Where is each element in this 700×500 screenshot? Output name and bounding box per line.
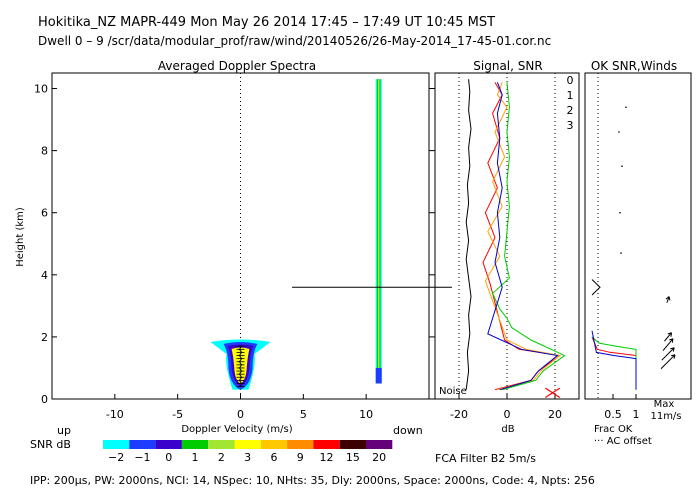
- x-tick-label: 10: [359, 408, 373, 421]
- y-tick-label: 6: [41, 207, 48, 220]
- frac-dot: [625, 106, 627, 108]
- snr-legend-entry: 1: [567, 89, 574, 102]
- colorbar-label: SNR dB: [30, 438, 71, 451]
- wind-arrow-head: [667, 332, 673, 337]
- spectra-panel: 0 2 4 6 8 10 -10 -5 0 5 10: [34, 73, 452, 421]
- wind-arrow: [664, 332, 672, 342]
- clutter-base: [375, 367, 382, 384]
- header-title: Hokitika_NZ MAPR-449 Mon May 26 2014 17:…: [38, 15, 495, 30]
- frac-dot: [619, 211, 621, 214]
- snr-xlabel: dB: [501, 424, 514, 435]
- spectra-ylabel: Height (km): [15, 207, 26, 267]
- snr-legend-entry: 0: [567, 74, 574, 87]
- colorbar-swatch: [260, 440, 288, 449]
- spectra-title: Averaged Doppler Spectra: [158, 59, 316, 73]
- snr-title: Signal, SNR: [473, 59, 542, 73]
- snr-frame: [434, 72, 580, 400]
- centroid-trace: [238, 345, 243, 387]
- colorbar-tick: 3: [244, 451, 251, 464]
- colorbar-tick: 9: [297, 451, 304, 464]
- spectra-down-label: down: [393, 424, 423, 437]
- snr-legend-entry: 2: [567, 104, 574, 117]
- x-tick-label: -10: [106, 408, 124, 421]
- clutter-snr-p2: [377, 79, 380, 384]
- colorbar-tick: 0: [165, 451, 172, 464]
- colorbar-tick: 20: [372, 451, 386, 464]
- colorbar-tick: −2: [108, 451, 124, 464]
- frac-dot: [621, 165, 623, 167]
- y-tick-label: 8: [41, 145, 48, 158]
- colorbar-tick: 2: [218, 451, 225, 464]
- x-tick-label: 5: [300, 408, 307, 421]
- wind-arrow: [666, 296, 670, 303]
- filter-label: FCA Filter B2 5m/s: [435, 452, 536, 465]
- snr-x-tick-label: 20: [548, 408, 562, 421]
- x-tick-label: 0: [237, 408, 244, 421]
- frac-dot: [620, 252, 622, 254]
- colorbar-tick: 15: [346, 451, 360, 464]
- colorbar-tick: 12: [320, 451, 334, 464]
- colorbar-swatch: [313, 440, 340, 449]
- frac-ok-label: Frac OK: [594, 424, 633, 435]
- wind-arrow-head: [670, 354, 676, 359]
- spectra-up-label: up: [57, 424, 71, 437]
- snr-series-line: [482, 82, 562, 391]
- snr-x-tick-label: -20: [450, 408, 468, 421]
- colorbar-tick: −1: [134, 451, 150, 464]
- max-label: Max: [654, 399, 675, 410]
- colorbar-swatch: [129, 440, 156, 449]
- x-tick-label: -5: [172, 408, 183, 421]
- y-tick-label: 4: [41, 269, 48, 282]
- wind-arrow: [661, 347, 675, 361]
- wind-arrow-head: [670, 347, 675, 352]
- colorbar-swatch: [234, 440, 261, 449]
- winds-title: OK SNR,Winds: [591, 59, 677, 73]
- snr-panel: -20 0 20 0 1 2 3: [450, 73, 574, 421]
- colorbar-swatch: [366, 440, 393, 449]
- y-tick-label: 2: [41, 331, 48, 344]
- snr-series-line: [465, 79, 472, 390]
- colorbar-swatch: [103, 440, 130, 449]
- header-file: Dwell 0 – 9 /scr/data/modular_prof/raw/w…: [38, 34, 551, 48]
- colorbar-swatch: [287, 440, 314, 449]
- surface-marker: [545, 387, 561, 398]
- marker-chevron: [591, 279, 601, 296]
- clutter-strip: [375, 79, 382, 384]
- snr-x-tick-label: 0: [504, 408, 511, 421]
- wind-arrow: [662, 338, 674, 351]
- spectra-frame: [51, 72, 430, 400]
- wind-arrow-head: [665, 296, 671, 301]
- footer-params: IPP: 200μs, PW: 2000ns, NCI: 14, NSpec: …: [30, 474, 595, 487]
- colorbar-swatch: [181, 440, 209, 449]
- frac-x-tick-label: 0.5: [604, 408, 622, 421]
- colorbar: −2 −1 0 1 2 3 6 9 12 15 20: [103, 440, 393, 464]
- colorbar-swatch: [155, 440, 182, 449]
- frac-ok-line: [591, 336, 637, 390]
- ac-offset-label: ··· AC offset: [594, 436, 652, 447]
- winds-frame: [584, 72, 692, 400]
- wind-arrow: [660, 354, 676, 370]
- frac-ok-line: [591, 330, 637, 390]
- noise-label: Noise: [439, 386, 467, 397]
- colorbar-swatch: [208, 440, 235, 449]
- colorbar-tick: 6: [270, 451, 277, 464]
- frac-x-tick-label: 1: [633, 408, 640, 421]
- snr-series-line: [491, 82, 566, 391]
- snr-series-line: [484, 82, 561, 391]
- wind-arrow-head: [669, 338, 674, 343]
- colorbar-swatch: [339, 440, 366, 449]
- boundary-layer-echo: [210, 339, 271, 390]
- snr-legend-entry: 3: [567, 119, 574, 132]
- frac-ok-line: [591, 336, 637, 390]
- snr-series-line: [487, 82, 559, 391]
- max-speed-label: 11m/s: [650, 411, 681, 422]
- spectra-xlabel: Doppler Velocity (m/s): [181, 424, 292, 435]
- colorbar-tick: 1: [192, 451, 199, 464]
- winds-panel: 0.5 1: [591, 73, 676, 421]
- y-tick-label: 0: [41, 393, 48, 406]
- y-tick-label: 10: [34, 83, 48, 96]
- frac-dot: [618, 131, 620, 133]
